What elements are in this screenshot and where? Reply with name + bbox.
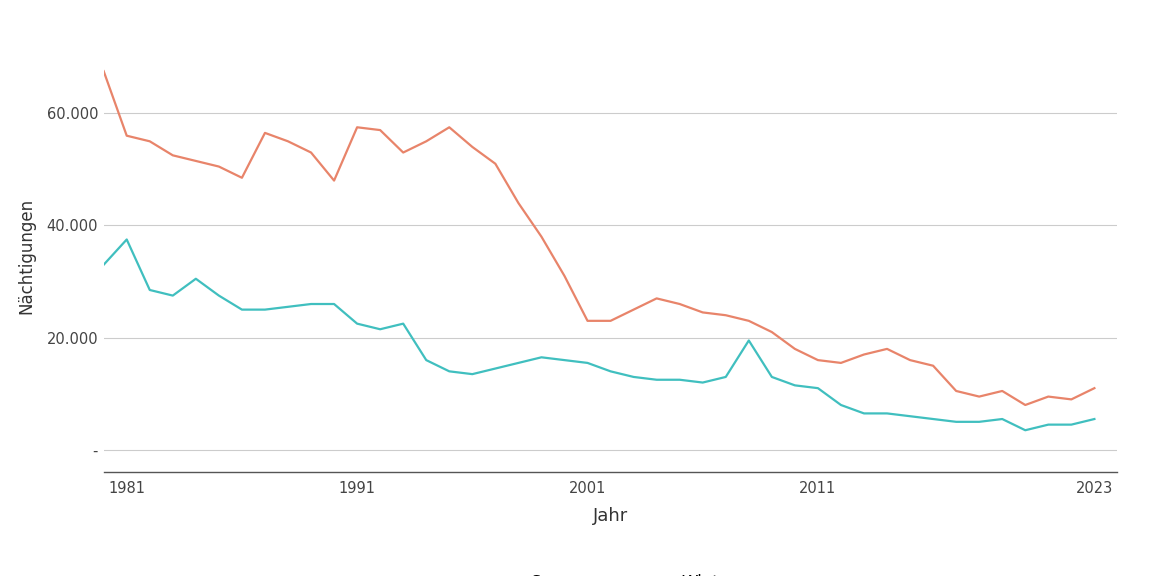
Winter [834, 401, 848, 408]
Sommer [857, 351, 871, 358]
Winter [488, 365, 502, 372]
Y-axis label: Nächtigungen: Nächtigungen [17, 198, 36, 314]
Sommer [903, 357, 917, 363]
Sommer [696, 309, 710, 316]
Sommer [604, 317, 617, 324]
Winter [97, 262, 111, 268]
Winter [166, 292, 180, 299]
Winter [535, 354, 548, 361]
Winter [581, 359, 594, 366]
Sommer [327, 177, 341, 184]
Winter [511, 359, 525, 366]
Sommer [396, 149, 410, 156]
Winter [120, 236, 134, 243]
Winter [1018, 427, 1032, 434]
Sommer [719, 312, 733, 319]
Winter [972, 418, 986, 425]
Winter [857, 410, 871, 417]
Sommer [235, 175, 249, 181]
Sommer [281, 138, 295, 145]
X-axis label: Jahr: Jahr [593, 507, 628, 525]
Winter [327, 301, 341, 308]
Sommer [258, 130, 272, 137]
Sommer [673, 301, 687, 308]
Sommer [212, 163, 226, 170]
Winter [189, 275, 203, 282]
Sommer [765, 328, 779, 335]
Sommer [304, 149, 318, 156]
Winter [811, 385, 825, 392]
Winter [627, 373, 641, 380]
Sommer [419, 138, 433, 145]
Winter [650, 376, 664, 383]
Winter [926, 415, 940, 422]
Winter [442, 368, 456, 375]
Sommer [880, 346, 894, 353]
Winter [673, 376, 687, 383]
Sommer [742, 317, 756, 324]
Sommer [949, 388, 963, 395]
Winter [719, 373, 733, 380]
Winter [350, 320, 364, 327]
Sommer [511, 199, 525, 206]
Legend: Sommer, Winter: Sommer, Winter [478, 567, 743, 576]
Line: Winter: Winter [104, 240, 1094, 430]
Winter [558, 357, 571, 363]
Sommer [558, 272, 571, 279]
Line: Sommer: Sommer [104, 71, 1094, 405]
Winter [281, 304, 295, 310]
Sommer [1087, 385, 1101, 392]
Sommer [1064, 396, 1078, 403]
Sommer [120, 132, 134, 139]
Winter [235, 306, 249, 313]
Winter [465, 371, 479, 378]
Winter [696, 379, 710, 386]
Winter [949, 418, 963, 425]
Winter [373, 326, 387, 333]
Winter [880, 410, 894, 417]
Sommer [1018, 401, 1032, 408]
Sommer [350, 124, 364, 131]
Sommer [488, 160, 502, 167]
Winter [212, 292, 226, 299]
Winter [419, 357, 433, 363]
Winter [143, 286, 157, 293]
Winter [765, 373, 779, 380]
Sommer [834, 359, 848, 366]
Winter [304, 301, 318, 308]
Winter [742, 337, 756, 344]
Sommer [788, 346, 802, 353]
Sommer [1041, 393, 1055, 400]
Winter [396, 320, 410, 327]
Winter [258, 306, 272, 313]
Sommer [442, 124, 456, 131]
Winter [788, 382, 802, 389]
Winter [903, 413, 917, 420]
Sommer [535, 233, 548, 240]
Winter [995, 415, 1009, 422]
Sommer [189, 157, 203, 164]
Winter [1087, 415, 1101, 422]
Winter [1041, 421, 1055, 428]
Sommer [926, 362, 940, 369]
Sommer [811, 357, 825, 363]
Sommer [972, 393, 986, 400]
Winter [1064, 421, 1078, 428]
Sommer [627, 306, 641, 313]
Sommer [97, 68, 111, 75]
Sommer [166, 152, 180, 159]
Sommer [995, 388, 1009, 395]
Sommer [581, 317, 594, 324]
Winter [604, 368, 617, 375]
Sommer [143, 138, 157, 145]
Sommer [373, 127, 387, 134]
Sommer [465, 143, 479, 150]
Sommer [650, 295, 664, 302]
